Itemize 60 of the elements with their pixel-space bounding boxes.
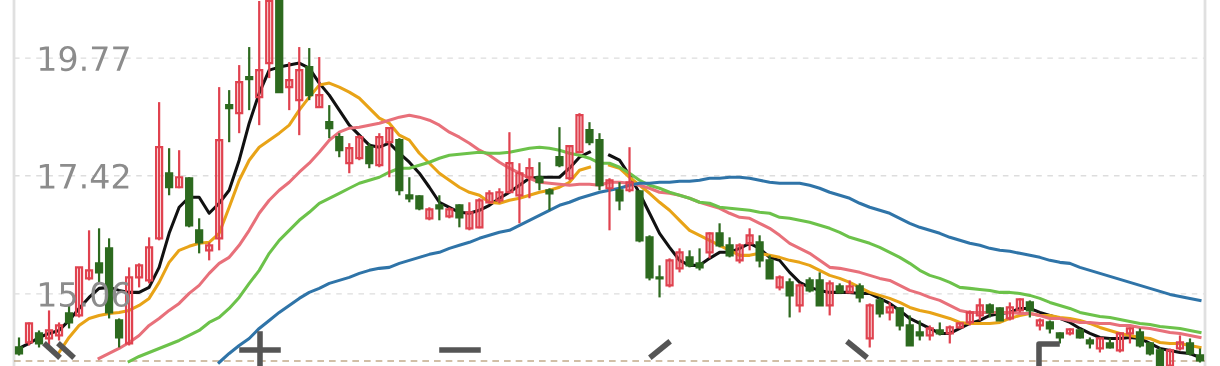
- candlestick: [705, 231, 714, 260]
- candlestick: [1155, 346, 1165, 366]
- candlestick: [405, 176, 414, 204]
- candlestick: [285, 60, 294, 112]
- candlestick: [435, 194, 444, 222]
- candlestick: [735, 242, 744, 265]
- candlestick: [885, 301, 894, 322]
- candlestick: [605, 177, 614, 232]
- candlestick: [745, 227, 754, 252]
- candlestick: [555, 126, 564, 169]
- candlestick: [1005, 301, 1014, 322]
- candlestick: [765, 254, 774, 280]
- candlestick: [165, 147, 174, 197]
- candlestick: [915, 319, 924, 342]
- candlestick: [355, 134, 364, 162]
- candlestick: [134, 262, 144, 289]
- candlestick: [195, 217, 204, 255]
- candlestick: [375, 132, 384, 169]
- candlestick: [875, 296, 884, 319]
- candlestick: [265, 0, 274, 80]
- candlestick: [54, 321, 64, 342]
- candlestick: [155, 101, 164, 242]
- candlestick: [465, 201, 474, 232]
- candlestick: [245, 45, 254, 112]
- candlestick: [24, 321, 34, 347]
- candlestick: [365, 142, 374, 170]
- candlestick: [145, 236, 154, 285]
- candlestick: [615, 181, 624, 212]
- y-tick-label: 19.77: [39, 46, 129, 72]
- candlestick: [205, 241, 214, 262]
- y-tick-label: 17.42: [39, 163, 129, 189]
- candlestick: [385, 126, 394, 179]
- candlestick: [795, 282, 804, 314]
- candlestick: [1115, 331, 1125, 354]
- candlestick: [895, 306, 904, 332]
- candlestick: [114, 317, 124, 349]
- candlestick: [235, 63, 244, 135]
- candlestick: [455, 203, 464, 229]
- candlestick: [295, 45, 304, 137]
- candlestick: [545, 187, 554, 212]
- candlestick: [175, 149, 184, 190]
- candlestick: [84, 229, 94, 282]
- candlestick: [975, 297, 984, 322]
- candlestick: [315, 55, 324, 109]
- candlestick: [215, 86, 224, 252]
- candlestick: [535, 161, 544, 192]
- candlestick: [335, 132, 344, 159]
- line-series: [217, 175, 1202, 365]
- candlestick: [225, 89, 234, 144]
- candlestick: [855, 282, 864, 304]
- candlestick: [825, 279, 834, 317]
- candlestick: [755, 234, 764, 269]
- candlestick: [255, 0, 264, 127]
- candlestick: [625, 146, 634, 194]
- candlestick: [945, 324, 954, 345]
- candlestick: [325, 104, 334, 140]
- candlestick: [905, 314, 914, 347]
- candlestick: [785, 277, 794, 319]
- candlestick: [345, 142, 354, 175]
- candlestick: [865, 302, 874, 349]
